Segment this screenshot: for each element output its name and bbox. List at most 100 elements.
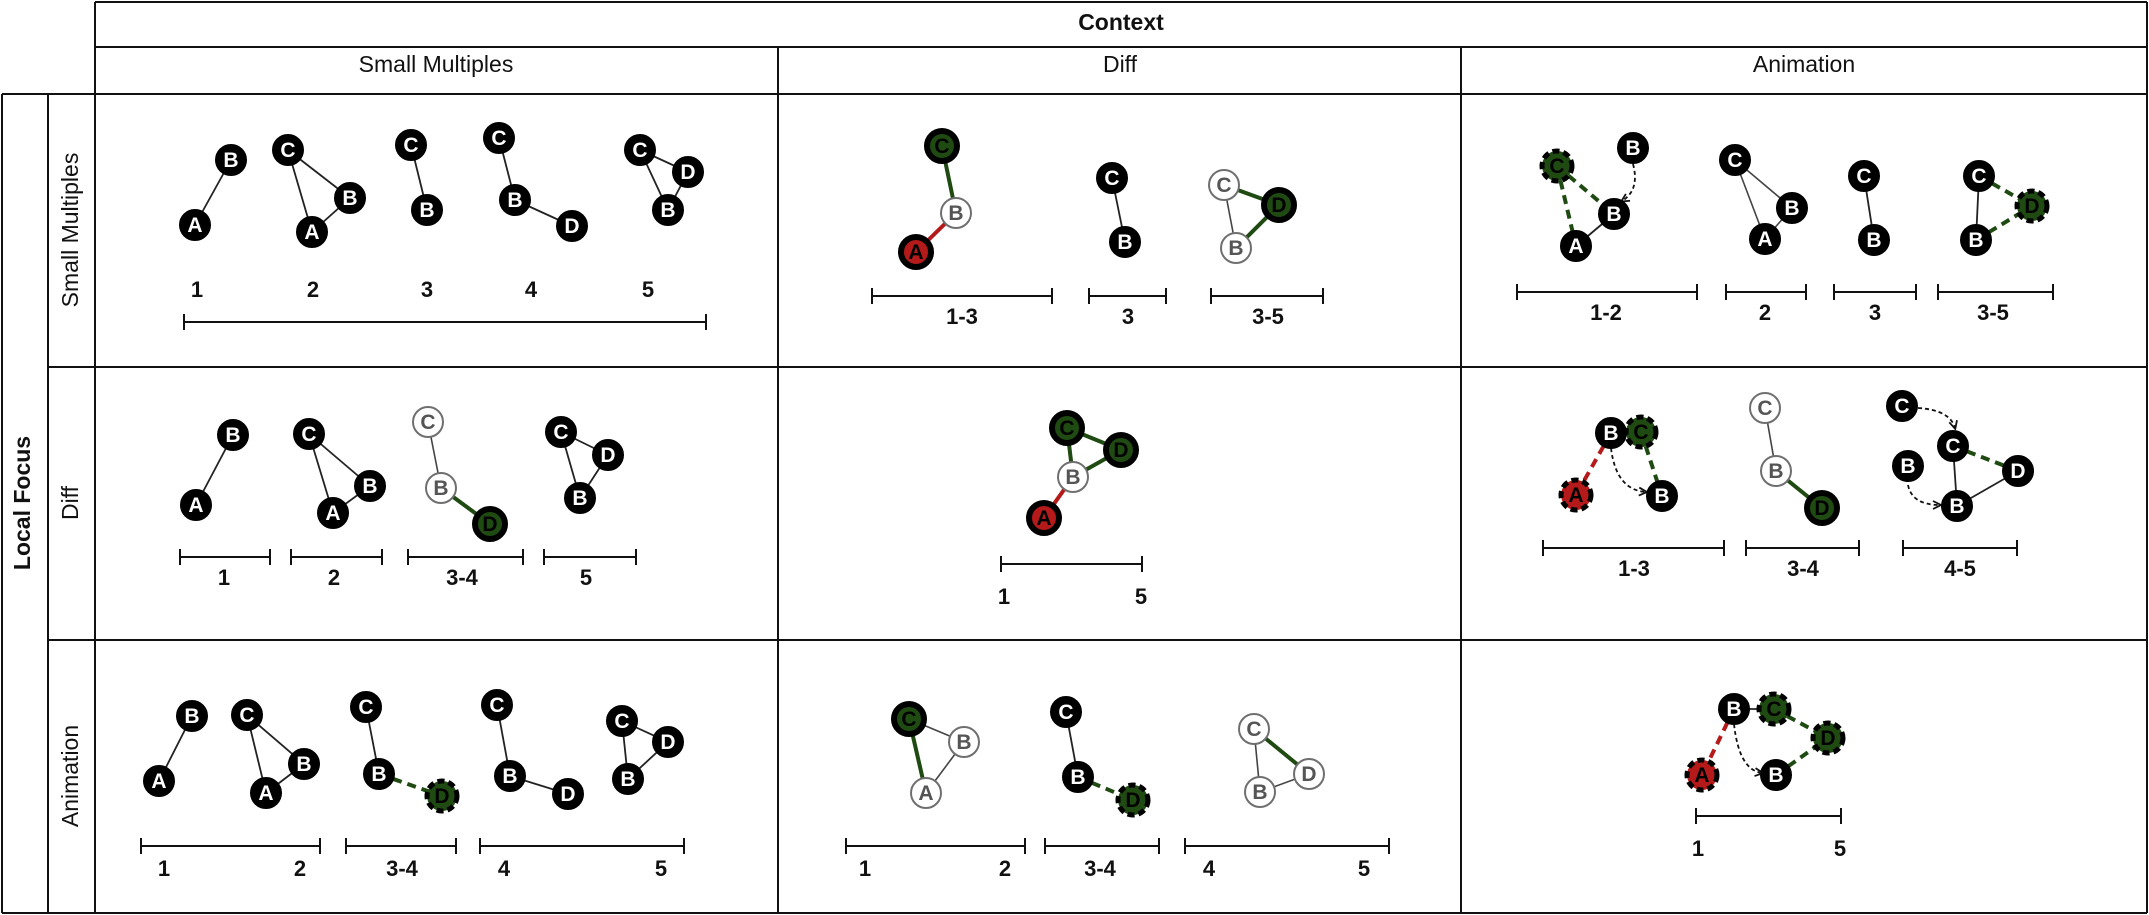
node-label: C <box>358 696 373 719</box>
node-label: B <box>502 765 517 788</box>
node-b <box>1760 455 1792 487</box>
node-label: D <box>2024 195 2039 218</box>
timeline-label: 2 <box>1759 300 1771 325</box>
node-label: C <box>491 127 506 150</box>
node-label: B <box>956 731 971 754</box>
timeline-label: 3 <box>1869 300 1881 325</box>
node-c <box>1719 144 1751 176</box>
node-label: A <box>1568 235 1583 258</box>
node-label: C <box>1945 435 1960 458</box>
node-label: B <box>1726 698 1741 721</box>
node-a <box>296 216 328 248</box>
timeline-label: 5 <box>642 277 654 302</box>
node-label: B <box>620 768 635 791</box>
node-label: C <box>1059 417 1074 440</box>
timeline-label: 4 <box>498 856 511 881</box>
node-d <box>1293 758 1325 790</box>
context-header: Context <box>1078 9 1164 35</box>
node-label: B <box>1625 137 1640 160</box>
column-header-small-multiples: Small Multiples <box>359 51 514 77</box>
node-a <box>317 497 349 529</box>
movement-arrow <box>1917 407 1955 428</box>
node-label: D <box>564 215 579 238</box>
node-a <box>1560 230 1592 262</box>
node-label: A <box>304 221 319 244</box>
node-label: B <box>1654 485 1669 508</box>
node-label: B <box>362 475 377 498</box>
node-c <box>891 701 927 737</box>
node-c <box>1208 169 1240 201</box>
node-c <box>545 416 577 448</box>
node-d <box>592 439 624 471</box>
node-b <box>425 472 457 504</box>
node-b <box>1718 693 1750 725</box>
timeline-label: 3-4 <box>1084 856 1117 881</box>
node-b <box>499 184 531 216</box>
node-label: B <box>1070 766 1085 789</box>
timeline-label: 1 <box>998 584 1010 609</box>
movement-arrow <box>1733 723 1762 773</box>
movement-arrow <box>1610 447 1646 492</box>
node-label: C <box>632 139 647 162</box>
node-b <box>354 470 386 502</box>
node-label: B <box>948 202 963 225</box>
node-label: B <box>1768 764 1783 787</box>
node-label: B <box>371 763 386 786</box>
node-b <box>1960 224 1992 256</box>
timeline-label: 5 <box>1135 584 1147 609</box>
node-c <box>481 689 513 721</box>
node-label: C <box>1058 701 1073 724</box>
node-label: D <box>2010 460 2025 483</box>
node-b <box>940 197 972 229</box>
timeline-label: 1 <box>218 565 230 590</box>
node-b <box>494 760 526 792</box>
timeline-label: 2 <box>328 565 340 590</box>
node-label: C <box>1633 421 1648 444</box>
timeline-label: 3-5 <box>1252 304 1284 329</box>
timeline-label: 4 <box>1203 856 1216 881</box>
node-label: C <box>1894 395 1909 418</box>
node-b <box>1892 450 1924 482</box>
node-a <box>898 234 934 270</box>
node-label: B <box>660 199 675 222</box>
node-a <box>179 209 211 241</box>
node-b <box>564 482 596 514</box>
node-label: D <box>600 444 615 467</box>
timeline-label: 3-4 <box>386 856 419 881</box>
graph-edge <box>1952 444 2019 473</box>
node-c <box>606 705 638 737</box>
node-label: D <box>1814 497 1829 520</box>
node-c <box>231 699 263 731</box>
node-b <box>1646 480 1678 512</box>
node-a <box>250 777 282 809</box>
graph-edge <box>1574 432 1613 496</box>
row-header-diff: Diff <box>57 485 83 520</box>
node-b <box>1062 761 1094 793</box>
row-header-animation: Animation <box>57 725 83 827</box>
node-b <box>948 726 980 758</box>
node-b <box>612 763 644 795</box>
node-label: B <box>1866 229 1881 252</box>
node-b <box>411 194 443 226</box>
node-label: D <box>1113 439 1128 462</box>
node-label: C <box>403 134 418 157</box>
node-label: C <box>1216 174 1231 197</box>
timeline-label: 1-3 <box>1618 556 1650 581</box>
node-label: B <box>419 199 434 222</box>
node-d <box>424 778 460 814</box>
node-label: A <box>1694 764 1709 787</box>
graph-edge <box>1639 431 1664 497</box>
node-d <box>1261 187 1297 223</box>
node-b <box>217 419 249 451</box>
node-label: B <box>1900 455 1915 478</box>
node-c <box>272 134 304 166</box>
node-c <box>1050 696 1082 728</box>
node-b <box>1109 226 1141 258</box>
node-c <box>1937 430 1969 462</box>
node-label: A <box>1036 507 1051 530</box>
node-label: D <box>660 731 675 754</box>
timeline-label: 4-5 <box>1944 556 1976 581</box>
node-label: B <box>1603 422 1618 445</box>
